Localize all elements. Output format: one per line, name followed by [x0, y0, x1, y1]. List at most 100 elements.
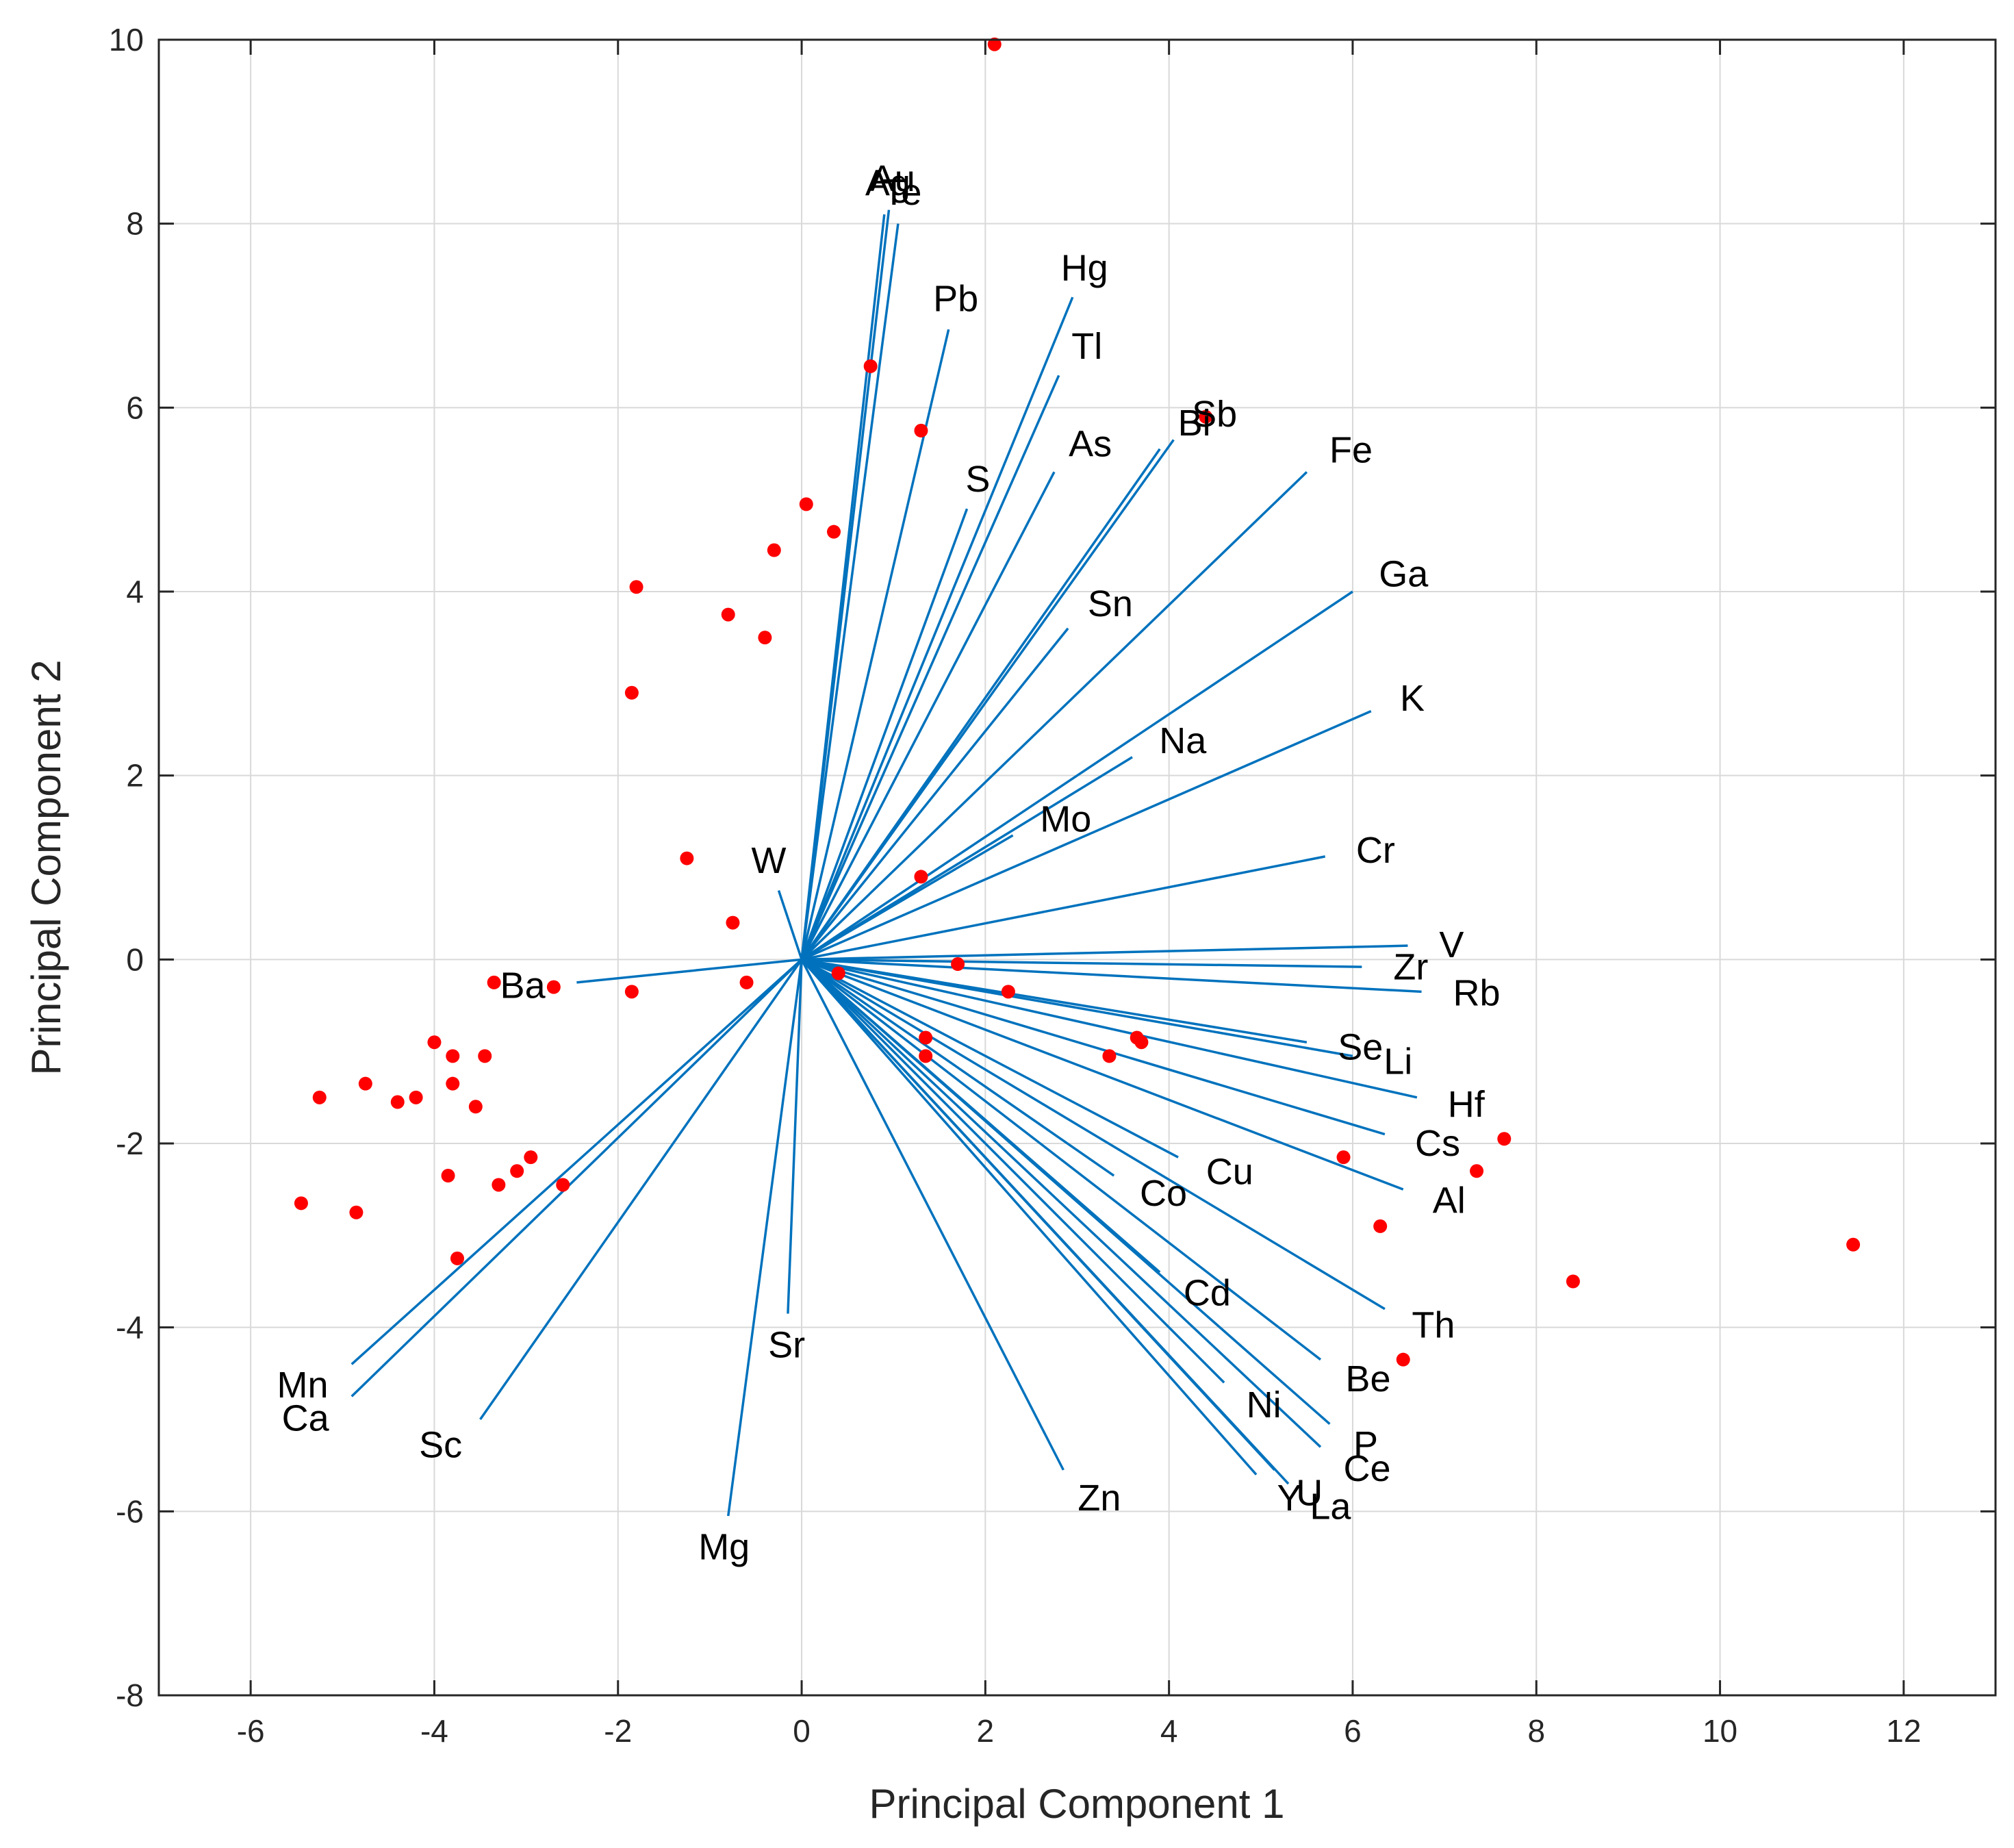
vector-al: [801, 958, 1404, 1191]
y-tick-label: -4: [116, 1310, 144, 1345]
vector-tl: [800, 375, 1060, 961]
x-tick-label: 6: [1344, 1713, 1362, 1749]
vector-label-ce: Ce: [1344, 1448, 1391, 1489]
vector-label-na: Na: [1159, 720, 1207, 761]
vector-label-ga: Ga: [1379, 553, 1429, 594]
score-point: [680, 851, 694, 865]
vector-as: [800, 471, 1056, 961]
vector-hg: [800, 296, 1074, 960]
vector-zr: [802, 958, 1362, 968]
score-point: [1566, 1274, 1580, 1289]
score-point: [546, 980, 561, 994]
vector-label-be: Be: [1345, 1358, 1390, 1400]
vector-cu: [801, 958, 1179, 1159]
score-point: [1846, 1237, 1861, 1252]
vector-ga: [801, 590, 1353, 961]
score-point: [441, 1169, 455, 1183]
plot-area-background: [159, 40, 1996, 1695]
vector-ca: [350, 959, 803, 1397]
vector-label-bi: Bi: [1178, 403, 1211, 444]
loading-vectors: [350, 210, 1422, 1517]
vector-rb: [801, 958, 1422, 993]
score-point: [739, 975, 754, 989]
vector-co: [801, 958, 1115, 1177]
vector-fe: [800, 471, 1308, 961]
vector-p: [800, 959, 1331, 1426]
vector-label-la: La: [1310, 1486, 1351, 1528]
vector-label-te: Te: [882, 172, 921, 213]
vector-label-rb: Rb: [1453, 973, 1501, 1014]
score-point: [312, 1090, 327, 1104]
vector-la: [800, 959, 1290, 1485]
score-point: [487, 975, 501, 989]
vector-label-cr: Cr: [1356, 830, 1395, 871]
score-point: [478, 1049, 492, 1063]
score-point: [914, 423, 928, 438]
vector-k: [801, 710, 1372, 961]
vector-label-mg: Mg: [698, 1527, 750, 1568]
vector-v: [802, 944, 1408, 961]
vector-label-se: Se: [1338, 1027, 1383, 1068]
score-point: [1396, 1352, 1410, 1367]
vector-label-cu: Cu: [1206, 1152, 1253, 1193]
y-tick-label: 0: [126, 941, 144, 977]
vector-label-mo: Mo: [1040, 799, 1091, 840]
vector-label-w: W: [751, 840, 786, 881]
vector-label-cs: Cs: [1415, 1123, 1460, 1164]
vector-hf: [801, 958, 1418, 1099]
score-point: [1001, 985, 1015, 999]
x-tick-label: 0: [793, 1713, 811, 1749]
score-point: [1497, 1132, 1512, 1146]
score-point: [510, 1164, 524, 1178]
vector-w: [777, 890, 803, 960]
vector-label-mn: Mn: [277, 1365, 328, 1406]
vector-label-ba: Ba: [500, 965, 546, 1007]
score-point: [914, 870, 928, 884]
x-tick-label: -4: [420, 1713, 448, 1749]
vector-label-au: Au: [870, 158, 915, 199]
score-point: [1373, 1219, 1388, 1233]
score-point: [1470, 1164, 1484, 1178]
score-point: [358, 1076, 372, 1091]
vector-label-th: Th: [1412, 1304, 1455, 1345]
score-point: [919, 1030, 933, 1045]
vector-ba: [576, 958, 802, 984]
vector-label-v: V: [1439, 924, 1464, 965]
vector-label-ni: Ni: [1247, 1384, 1282, 1426]
vector-sc: [479, 959, 803, 1421]
vector-ni: [800, 959, 1225, 1384]
x-tick-label: 4: [1160, 1713, 1178, 1749]
vector-cr: [801, 855, 1326, 961]
vector-label-fe: Fe: [1329, 429, 1373, 470]
score-point: [987, 37, 1002, 51]
vector-sr: [787, 959, 803, 1314]
vector-label-ca: Ca: [282, 1397, 330, 1439]
y-tick-label: 4: [126, 574, 144, 609]
x-tick-label: 2: [977, 1713, 995, 1749]
score-point: [831, 966, 845, 980]
vector-ce: [800, 959, 1322, 1448]
plot-area-frame: [157, 38, 1997, 1697]
x-tick-label: 8: [1527, 1713, 1545, 1749]
vector-mo: [801, 834, 1014, 961]
y-tick-label: 10: [109, 22, 144, 58]
vector-mg: [726, 959, 803, 1517]
grid-lines: [159, 39, 1996, 1696]
score-point: [294, 1196, 308, 1211]
vector-label-ag: Ag: [865, 163, 910, 204]
score-point: [758, 631, 772, 645]
vector-label-zn: Zn: [1078, 1478, 1121, 1519]
score-point: [349, 1205, 364, 1219]
y-tick-label: -2: [116, 1126, 144, 1161]
y-axis-label: Principal Component 2: [23, 659, 69, 1075]
score-point: [1134, 1035, 1149, 1050]
vector-label-sr: Sr: [768, 1324, 805, 1365]
score-point: [492, 1178, 506, 1192]
score-point: [450, 1251, 464, 1265]
score-point: [390, 1095, 405, 1109]
vector-th: [801, 958, 1386, 1311]
x-axis-label: Principal Component 1: [869, 1781, 1284, 1827]
vector-label-s: S: [965, 459, 990, 500]
vector-te: [800, 223, 900, 960]
